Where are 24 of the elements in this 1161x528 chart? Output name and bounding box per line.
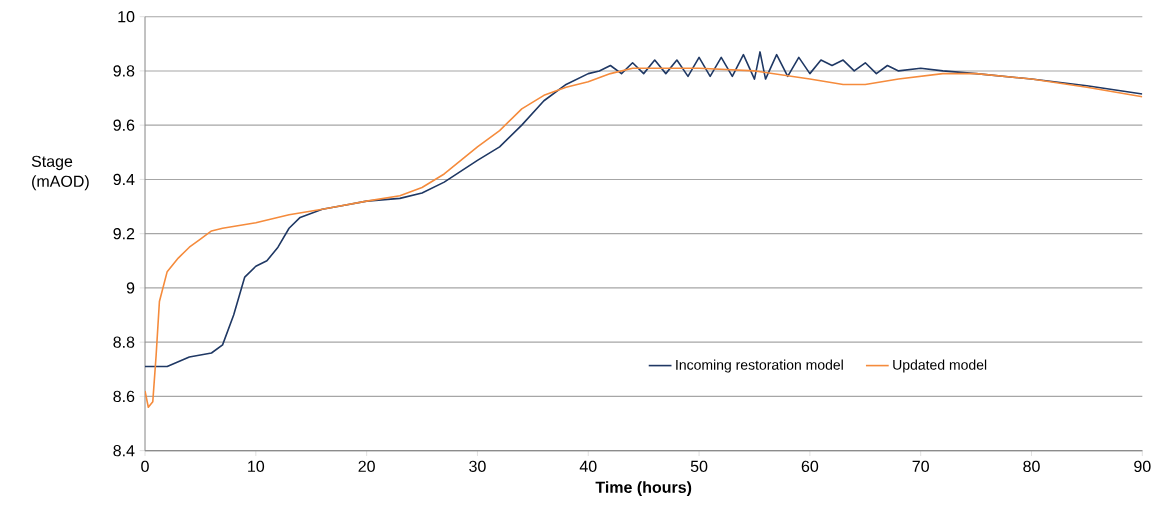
line-series (145, 67, 1143, 409)
x-tick-label: 20 (358, 460, 375, 473)
x-tick-label: 60 (801, 460, 819, 473)
legend-label: Updated model (893, 359, 987, 373)
x-tick-label: 80 (1023, 460, 1040, 473)
x-tick-label: 40 (579, 460, 597, 473)
y-tick-label: 10 (118, 11, 135, 23)
x-tick-label: 30 (469, 460, 486, 473)
x-tick-label: 50 (690, 460, 708, 473)
y-tick-label: 9.6 (113, 119, 135, 131)
y-tick-label: 9.2 (113, 228, 135, 240)
x-axis-title: Time (hours) (595, 481, 692, 497)
y-tick-label: 8.6 (113, 390, 135, 403)
y-tick-label: 9.4 (113, 173, 135, 186)
y-tick-label: 8.4 (113, 444, 135, 457)
y-tick-label: 8.8 (113, 336, 135, 348)
x-tick-label: 10 (248, 460, 265, 473)
x-tick-label: 0 (141, 460, 149, 473)
y-axis-title: Stage (mAOD) (31, 155, 89, 191)
x-tick-label: 90 (1134, 460, 1151, 473)
legend-label: Incoming restoration model (676, 359, 843, 373)
y-tick-label: 9.8 (113, 65, 135, 77)
x-tick-label: 70 (912, 460, 929, 473)
y-tick-label: 9 (126, 282, 135, 294)
